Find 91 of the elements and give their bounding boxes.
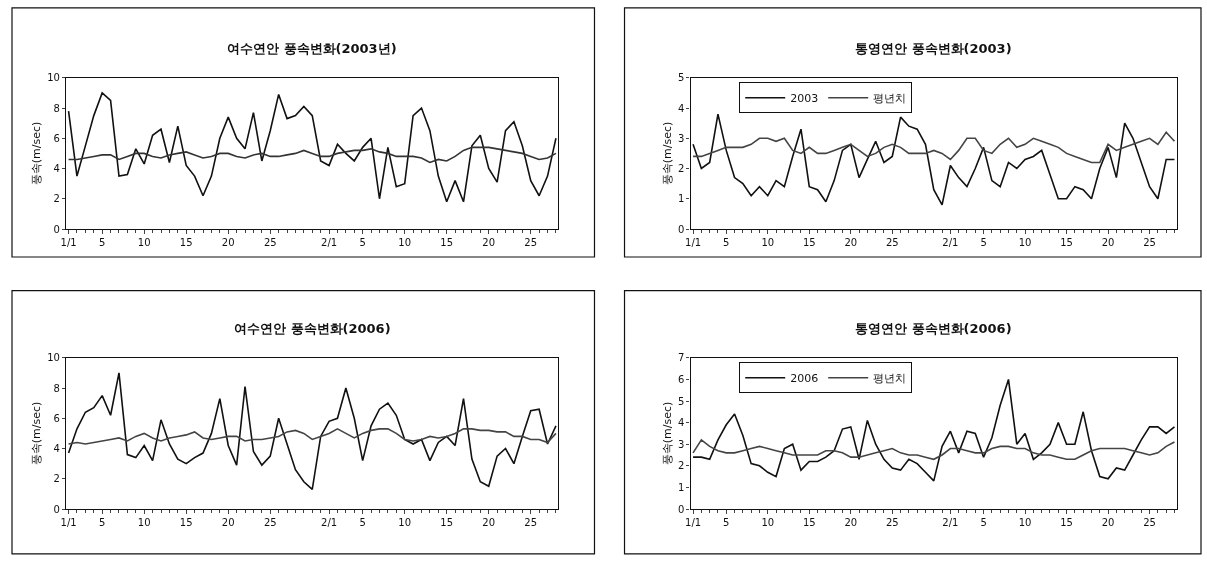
x-tick-label: 25 (885, 237, 899, 249)
x-tick-label: 2/1 (321, 237, 338, 249)
x-tick-label: 5 (98, 237, 106, 249)
y-tick-label: 4 (53, 163, 60, 175)
x-tick-label: 15 (440, 237, 454, 249)
y-tick-label: 0 (678, 503, 685, 515)
x-tick-label: 10 (761, 237, 775, 249)
line-series (692, 113, 1176, 206)
x-tick-label: 15 (1060, 237, 1073, 249)
y-tick-label: 3 (678, 438, 685, 450)
x-tick-label: 25 (263, 237, 277, 249)
x-tick-label: 1/1 (685, 517, 702, 529)
legend-label: 평년치 (873, 372, 907, 386)
y-tick-label: 4 (678, 102, 685, 114)
y-tick-label: 7 (678, 352, 685, 364)
line-series (67, 146, 557, 164)
y-axis-title: 풍속(m/sec) (660, 401, 674, 466)
y-tick-label: 0 (678, 223, 685, 235)
x-tick-label: 10 (1018, 237, 1032, 249)
y-tick-label: 10 (47, 352, 60, 364)
x-tick-label: 15 (179, 517, 193, 529)
y-tick-label: 0 (53, 503, 60, 515)
y-tick-label: 5 (678, 395, 685, 407)
x-tick-label: 20 (1101, 237, 1115, 249)
x-tick-label: 15 (802, 237, 816, 249)
x-tick-label: 5 (980, 237, 987, 249)
chart-title: 통영연안 풍속변화(2003) (855, 41, 1012, 56)
x-tick-label: 5 (980, 517, 987, 529)
x-tick-label: 2/1 (942, 237, 959, 249)
y-axis-title: 풍속(m/sec) (29, 401, 43, 466)
chart-title: 여수연안 풍속변화(2003년) (227, 41, 397, 56)
y-tick-label: 5 (678, 72, 685, 84)
chart-title: 통영연안 풍속변화(2006) (855, 321, 1012, 336)
y-axis-title: 풍속(m/sec) (660, 121, 674, 186)
y-axis-title: 풍속(m/sec) (29, 121, 43, 186)
x-tick-label: 15 (802, 517, 816, 529)
x-tick-label: 25 (524, 517, 538, 529)
y-tick-label: 8 (53, 382, 60, 394)
x-tick-label: 15 (440, 517, 454, 529)
y-tick-label: 4 (678, 417, 685, 429)
legend-label: 2003 (790, 92, 819, 106)
x-tick-label: 25 (885, 517, 899, 529)
x-tick-label: 20 (844, 517, 858, 529)
x-tick-label: 10 (137, 237, 151, 249)
legend-label: 2006 (790, 372, 819, 386)
x-tick-label: 2/1 (942, 517, 959, 529)
x-tick-label: 20 (482, 517, 496, 529)
y-tick-label: 6 (53, 412, 60, 424)
y-tick-label: 2 (678, 460, 685, 472)
x-tick-label: 20 (1101, 517, 1115, 529)
x-tick-label: 25 (1143, 517, 1156, 529)
line-series (67, 428, 557, 445)
x-tick-label: 10 (398, 237, 412, 249)
y-tick-label: 2 (53, 193, 60, 205)
y-tick-label: 2 (53, 473, 60, 485)
legend-label: 평년치 (873, 92, 907, 106)
x-tick-label: 20 (844, 237, 858, 249)
x-tick-label: 20 (221, 237, 235, 249)
x-tick-label: 5 (723, 517, 730, 529)
y-tick-label: 8 (53, 102, 60, 114)
x-tick-label: 15 (179, 237, 193, 249)
y-tick-label: 10 (47, 72, 60, 84)
x-tick-label: 1/1 (685, 237, 702, 249)
y-tick-label: 4 (53, 443, 60, 455)
x-tick-label: 20 (482, 237, 496, 249)
y-tick-label: 3 (678, 132, 685, 144)
y-tick-label: 1 (678, 193, 685, 205)
x-tick-label: 10 (761, 517, 775, 529)
x-tick-label: 5 (723, 237, 730, 249)
x-tick-label: 25 (1143, 237, 1156, 249)
x-tick-label: 15 (1060, 517, 1073, 529)
x-tick-label: 25 (263, 517, 277, 529)
x-tick-label: 5 (98, 517, 106, 529)
y-tick-label: 6 (53, 132, 60, 144)
x-tick-label: 2/1 (321, 517, 338, 529)
x-tick-label: 20 (221, 517, 235, 529)
x-tick-label: 10 (137, 517, 151, 529)
line-series (692, 439, 1176, 461)
line-series (692, 131, 1176, 164)
x-tick-label: 25 (524, 237, 538, 249)
y-tick-label: 6 (678, 373, 685, 385)
x-tick-label: 5 (359, 517, 366, 529)
y-tick-label: 2 (678, 163, 685, 175)
x-tick-label: 10 (1018, 517, 1032, 529)
chart-title: 여수연안 풍속변화(2006) (234, 321, 391, 336)
y-tick-label: 1 (678, 481, 685, 493)
y-tick-label: 0 (53, 223, 60, 235)
x-tick-label: 5 (359, 237, 366, 249)
x-tick-label: 1/1 (60, 237, 77, 249)
x-tick-label: 10 (398, 517, 412, 529)
x-tick-label: 1/1 (60, 517, 77, 529)
